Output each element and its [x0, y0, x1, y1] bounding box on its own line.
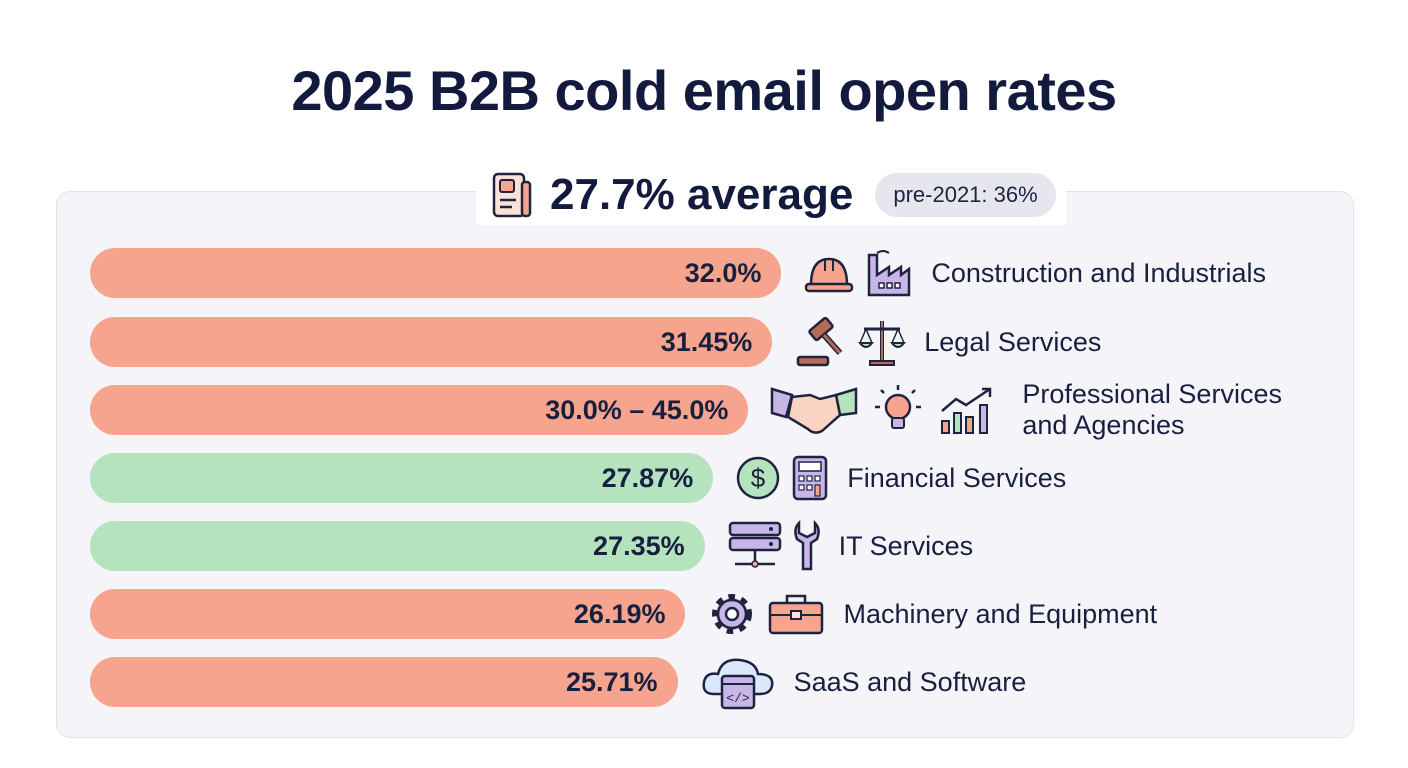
category-row: Professional Services and Agencies	[770, 379, 1322, 440]
value-label: 32.0%	[684, 257, 762, 288]
value-label: 27.35%	[593, 530, 685, 561]
value-label: 27.87%	[601, 462, 694, 493]
category-label: Machinery and Equipment	[843, 598, 1158, 629]
value-label: 25.71%	[565, 666, 658, 697]
chart-title: 2025 B2B cold email open rates	[291, 59, 1117, 122]
lightbulb-icon	[874, 383, 922, 437]
cloud-code-icon: </>	[700, 654, 776, 710]
handshake-icon	[770, 383, 858, 437]
category-row: $ Financial Services	[735, 453, 1066, 503]
bar-3: 27.87%	[90, 453, 714, 503]
factory-icon	[865, 249, 913, 297]
hard-hat-icon	[803, 251, 855, 295]
bar-2: 30.0% – 45.0%	[90, 385, 749, 435]
bar-0: 32.0%	[90, 248, 782, 298]
value-label: 31.45%	[660, 326, 753, 357]
bar-1: 31.45%	[90, 317, 773, 367]
growth-chart-icon	[938, 385, 998, 435]
category-row: Machinery and Equipment	[707, 589, 1157, 639]
bar-5: 26.19%	[90, 589, 686, 639]
average-header: 27.7% average pre-2021: 36%	[476, 165, 1066, 225]
category-label: Construction and Industrials	[931, 257, 1267, 288]
newspaper-icon	[486, 170, 536, 220]
category-row: </> SaaS and Software	[700, 654, 1027, 710]
category-label: SaaS and Software	[793, 666, 1027, 697]
category-label: Financial Services	[847, 462, 1067, 493]
value-label: 26.19%	[573, 598, 666, 629]
gear-icon	[707, 589, 757, 639]
svg-text:</>: </>	[726, 691, 750, 706]
wrench-icon	[793, 519, 821, 573]
average-value: 27.7% average	[550, 170, 854, 219]
toolbox-icon	[767, 591, 825, 637]
category-label: IT Services	[838, 530, 974, 561]
scales-icon	[858, 317, 907, 367]
category-row: Legal Services	[794, 317, 1101, 367]
category-row: IT Services	[727, 519, 974, 573]
comparison-badge: pre-2021: 36%	[875, 173, 1056, 217]
bar-4: 27.35%	[90, 521, 705, 571]
calculator-icon	[791, 454, 829, 502]
dollar-coin-icon: $	[735, 455, 781, 501]
bar-6: 25.71%	[90, 657, 678, 707]
server-icon	[727, 520, 783, 572]
svg-text:$: $	[751, 463, 766, 493]
value-label: 30.0% – 45.0%	[545, 394, 729, 425]
category-row: Construction and Industrials	[803, 248, 1266, 298]
category-label: Legal Services	[924, 326, 1102, 357]
category-label: Professional Services and Agencies	[1022, 379, 1282, 440]
gavel-icon	[794, 317, 848, 367]
